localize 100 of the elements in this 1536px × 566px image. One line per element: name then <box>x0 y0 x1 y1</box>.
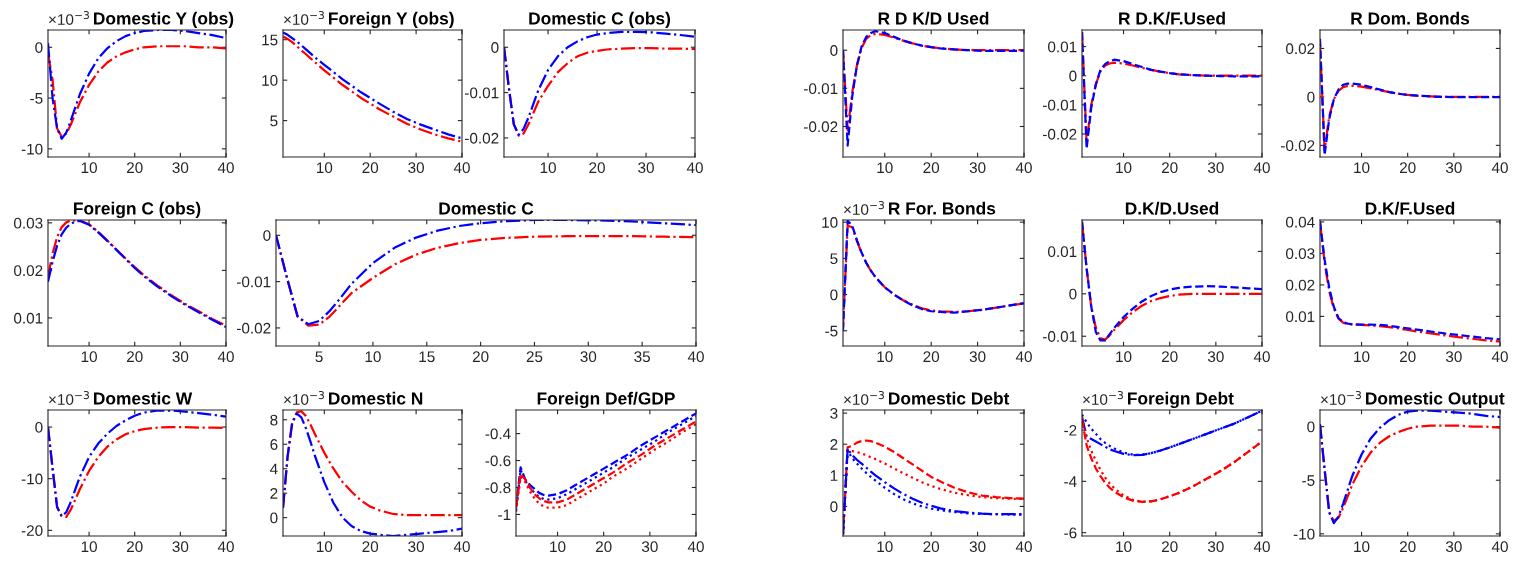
y-tick-label: 5 <box>270 115 278 127</box>
x-tick-label: 15 <box>419 351 435 363</box>
y-tick-label: -2 <box>1064 424 1077 436</box>
y-tick-label: 15 <box>262 34 278 46</box>
x-tick-label: 30 <box>969 162 986 174</box>
y-tick-label: 10 <box>822 217 838 228</box>
x-tick-label: 40 <box>453 541 470 553</box>
text: ×10$^{−3}$ <box>284 391 324 405</box>
chart-title: Domestic C <box>439 201 534 215</box>
x-tick-label: 30 <box>580 351 597 363</box>
y-tick-label: 0 <box>1307 421 1315 433</box>
x-tick-label: 10 <box>365 351 381 363</box>
y-tick-label: -20 <box>21 525 43 537</box>
x-tick-label: 40 <box>217 351 234 363</box>
x-tick-label: 10 <box>540 162 556 174</box>
chart-title: R For. Bonds <box>889 201 996 215</box>
x-tick-label: 30 <box>172 541 189 553</box>
x-tick-label: 10 <box>1354 162 1370 174</box>
y-tick-label: 0 <box>263 230 271 241</box>
y-tick-label: 0 <box>35 421 43 433</box>
x-tick-label: 20 <box>1161 351 1178 363</box>
x-tick-label: 40 <box>1253 541 1270 553</box>
y-tick-label: -1 <box>498 509 511 520</box>
text: ×10$^{−3}$ <box>49 391 89 405</box>
text: ×10$^{−3}$ <box>844 391 884 405</box>
x-tick-label: 30 <box>1207 162 1224 174</box>
x-tick-label: 20 <box>362 162 379 174</box>
x-tick-label: 10 <box>1354 351 1370 363</box>
chart-title: Domestic Output <box>1366 391 1505 409</box>
text: ×10$^{−3}$ <box>1321 391 1361 405</box>
y-tick-label: -5 <box>30 93 43 104</box>
x-tick-label: 20 <box>1161 162 1178 174</box>
x-tick-label: 30 <box>172 162 189 174</box>
y-tick-label: -0.8 <box>485 482 511 494</box>
y-tick-label: -0.02 <box>465 132 499 144</box>
chart-title: D.K/F.Used <box>1365 201 1455 215</box>
y-tick-label: 0.01 <box>1286 311 1315 323</box>
x-tick-label: 40 <box>217 541 234 553</box>
x-tick-label: 10 <box>1116 162 1132 174</box>
x-tick-label: 30 <box>638 162 654 174</box>
y-tick-label: 0.03 <box>1286 248 1315 260</box>
x-tick-label: 20 <box>362 541 379 553</box>
x-tick-label: 30 <box>408 162 424 174</box>
x-tick-label: 40 <box>1491 351 1508 363</box>
chart-title: R D.K/F.Used <box>1119 11 1225 25</box>
y-tick-label: -5 <box>825 325 838 337</box>
y-tick-label: 0.01 <box>1048 41 1077 53</box>
x-tick-label: 40 <box>1015 162 1032 174</box>
x-tick-label: 20 <box>1399 541 1416 553</box>
y-tick-label: -0.02 <box>1281 140 1315 152</box>
y-tick-label: -0.01 <box>1043 331 1077 342</box>
y-tick-label: -0.01 <box>804 83 838 95</box>
x-tick-label: 20 <box>589 162 605 174</box>
x-tick-label: 30 <box>969 351 986 363</box>
chart-title: Domestic C (obs) <box>529 11 671 29</box>
chart-title: Foreign Y (obs) <box>329 11 454 29</box>
chart-title: Foreign Def/GDP <box>537 391 675 409</box>
y-tick-label: 0.01 <box>14 312 43 324</box>
x-tick-label: 20 <box>126 541 143 553</box>
x-tick-label: 40 <box>1253 351 1270 363</box>
y-tick-label: 8 <box>270 414 278 426</box>
chart-title: Domestic W <box>94 391 193 405</box>
y-tick-label: 0 <box>830 289 838 301</box>
y-tick-label: 0 <box>1307 91 1315 103</box>
y-tick-label: -0.6 <box>485 455 511 467</box>
x-tick-label: 40 <box>1491 162 1508 174</box>
x-tick-label: 30 <box>1445 541 1462 553</box>
y-tick-label: 0.02 <box>1286 43 1315 55</box>
y-tick-label: 0.04 <box>1286 216 1315 228</box>
x-tick-label: 10 <box>1116 541 1132 553</box>
y-tick-label: 0 <box>830 501 838 513</box>
y-tick-label: 0.03 <box>14 217 43 229</box>
x-tick-label: 10 <box>1354 541 1370 553</box>
y-tick-label: 0 <box>491 42 499 53</box>
x-tick-label: 40 <box>1015 541 1032 553</box>
y-tick-label: -0.4 <box>485 428 511 440</box>
y-tick-label: 0 <box>1069 288 1077 300</box>
y-tick-label: -4 <box>1064 476 1077 487</box>
x-tick-label: 20 <box>923 162 940 174</box>
x-tick-label: 30 <box>1207 541 1224 553</box>
x-tick-label: 20 <box>923 541 940 553</box>
x-tick-label: 20 <box>126 351 143 363</box>
x-tick-label: 30 <box>1445 351 1462 363</box>
y-tick-label: 0 <box>35 42 43 53</box>
y-tick-label: -10 <box>21 143 43 155</box>
y-tick-label: 0.02 <box>14 265 43 277</box>
x-tick-label: 20 <box>923 351 940 363</box>
x-tick-label: 10 <box>81 351 97 363</box>
x-tick-label: 20 <box>472 351 489 363</box>
x-tick-label: 40 <box>1015 351 1032 363</box>
y-tick-label: -0.01 <box>465 87 499 99</box>
x-tick-label: 30 <box>408 541 424 553</box>
y-tick-label: -5 <box>1302 475 1315 486</box>
x-tick-label: 35 <box>634 351 651 363</box>
chart-title: Domestic Debt <box>889 391 1010 405</box>
y-tick-label: -0.02 <box>237 322 271 334</box>
x-tick-label: 20 <box>1161 541 1178 553</box>
x-tick-label: 40 <box>217 162 234 174</box>
x-tick-label: 25 <box>526 351 543 363</box>
y-tick-label: -6 <box>1064 527 1077 539</box>
